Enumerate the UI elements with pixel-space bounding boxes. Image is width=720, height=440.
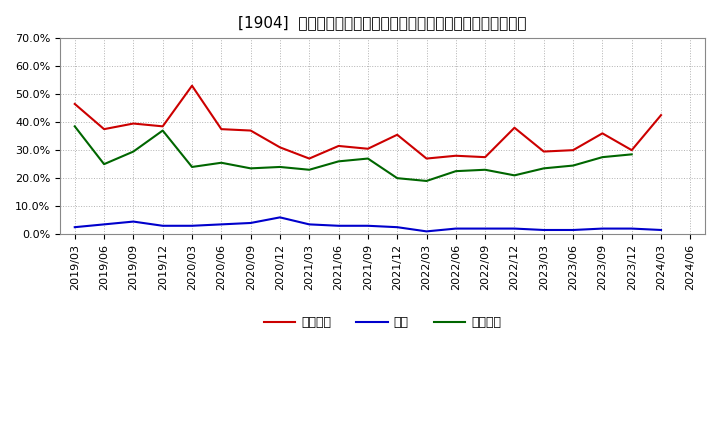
買入債務 bbox=[217, 160, 225, 165]
売上債権 bbox=[276, 145, 284, 150]
売上債権 bbox=[598, 131, 607, 136]
売上債権 bbox=[305, 156, 314, 161]
買入債務 bbox=[188, 164, 197, 169]
在庫 bbox=[217, 222, 225, 227]
在庫 bbox=[481, 226, 490, 231]
在庫 bbox=[451, 226, 460, 231]
売上債権 bbox=[334, 143, 343, 149]
在庫 bbox=[598, 226, 607, 231]
買入債務 bbox=[539, 166, 548, 171]
売上債権 bbox=[510, 125, 519, 130]
売上債権 bbox=[71, 101, 79, 106]
買入債務 bbox=[334, 159, 343, 164]
買入債務 bbox=[393, 176, 402, 181]
売上債権 bbox=[246, 128, 255, 133]
買入債務 bbox=[71, 124, 79, 129]
在庫 bbox=[393, 224, 402, 230]
売上債権 bbox=[217, 127, 225, 132]
在庫 bbox=[305, 222, 314, 227]
売上債権 bbox=[481, 154, 490, 160]
買入債務 bbox=[305, 167, 314, 172]
Line: 買入債務: 買入債務 bbox=[75, 126, 631, 181]
在庫 bbox=[158, 223, 167, 228]
売上債権 bbox=[100, 127, 109, 132]
買入債務 bbox=[100, 161, 109, 167]
Legend: 売上債権, 在庫, 買入債務: 売上債権, 在庫, 買入債務 bbox=[258, 311, 506, 334]
在庫 bbox=[246, 220, 255, 226]
売上債権 bbox=[627, 147, 636, 153]
売上債権 bbox=[129, 121, 138, 126]
売上債権 bbox=[569, 147, 577, 153]
買入債務 bbox=[510, 173, 519, 178]
在庫 bbox=[569, 227, 577, 233]
買入債務 bbox=[276, 164, 284, 169]
Line: 売上債権: 売上債権 bbox=[75, 86, 661, 158]
在庫 bbox=[71, 224, 79, 230]
在庫 bbox=[539, 227, 548, 233]
在庫 bbox=[627, 226, 636, 231]
買入債務 bbox=[481, 167, 490, 172]
売上債権 bbox=[393, 132, 402, 137]
売上債権 bbox=[364, 146, 372, 151]
買入債務 bbox=[569, 163, 577, 168]
在庫 bbox=[334, 223, 343, 228]
買入債務 bbox=[627, 152, 636, 157]
在庫 bbox=[188, 223, 197, 228]
買入債務 bbox=[598, 154, 607, 160]
売上債権 bbox=[158, 124, 167, 129]
売上債権 bbox=[539, 149, 548, 154]
買入債務 bbox=[129, 149, 138, 154]
在庫 bbox=[657, 227, 665, 233]
売上債権 bbox=[657, 113, 665, 118]
在庫 bbox=[276, 215, 284, 220]
買入債務 bbox=[246, 166, 255, 171]
Title: [1904]  売上債権、在庫、買入債務の総資産に対する比率の推移: [1904] 売上債権、在庫、買入債務の総資産に対する比率の推移 bbox=[238, 15, 527, 30]
Line: 在庫: 在庫 bbox=[75, 217, 661, 231]
売上債権 bbox=[451, 153, 460, 158]
買入債務 bbox=[158, 128, 167, 133]
在庫 bbox=[422, 229, 431, 234]
買入債務 bbox=[364, 156, 372, 161]
在庫 bbox=[364, 223, 372, 228]
売上債権 bbox=[188, 83, 197, 88]
在庫 bbox=[129, 219, 138, 224]
売上債権 bbox=[422, 156, 431, 161]
在庫 bbox=[510, 226, 519, 231]
在庫 bbox=[100, 222, 109, 227]
買入債務 bbox=[422, 178, 431, 183]
買入債務 bbox=[451, 169, 460, 174]
